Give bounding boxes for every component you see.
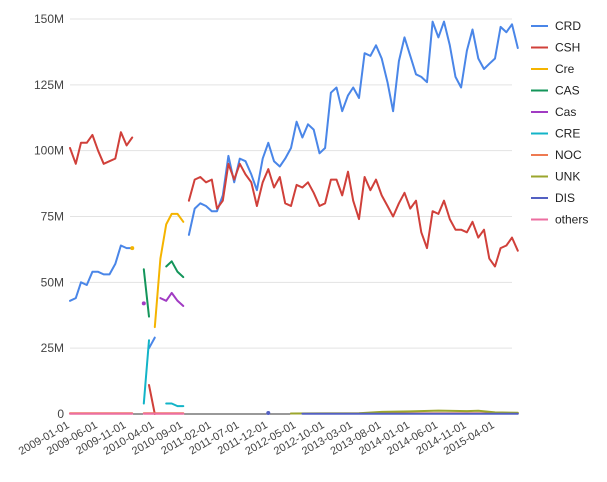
series-line <box>166 261 183 277</box>
x-axis-labels: 2009-01-012009-06-012009-11-012010-04-01… <box>17 419 497 458</box>
series-cre <box>144 340 184 406</box>
gridlines <box>70 19 512 414</box>
series-cre <box>130 214 183 327</box>
y-tick-label: 125M <box>34 78 64 92</box>
y-tick-label: 100M <box>34 144 64 158</box>
legend-item-unk[interactable]: UNK <box>531 170 580 184</box>
y-tick-label: 25M <box>41 341 64 355</box>
legend-label: CAS <box>555 84 580 98</box>
y-tick-label: 50M <box>41 275 64 289</box>
series-lines <box>70 22 518 415</box>
legend-label: UNK <box>555 170 580 184</box>
legend-label: CRE <box>555 127 580 141</box>
series-csh <box>70 132 518 414</box>
legend-item-cas[interactable]: CAS <box>531 84 580 98</box>
legend-item-crd[interactable]: CRD <box>531 19 581 33</box>
series-line <box>149 338 155 349</box>
series-point <box>266 411 270 415</box>
series-line <box>166 404 183 407</box>
series-line <box>144 340 149 403</box>
legend-label: CSH <box>555 41 580 55</box>
series-line <box>144 269 149 316</box>
series-line <box>149 385 155 414</box>
series-line <box>160 293 183 306</box>
y-tick-label: 75M <box>41 210 64 224</box>
legend-item-dis[interactable]: DIS <box>531 191 575 205</box>
series-point <box>130 246 134 250</box>
legend-item-cre[interactable]: CRE <box>531 127 580 141</box>
series-crd <box>70 22 518 349</box>
legend-item-noc[interactable]: NOC <box>531 148 582 162</box>
legend-label: DIS <box>555 191 575 205</box>
legend-item-cas[interactable]: Cas <box>531 105 576 119</box>
y-axis-labels: 0 25M 50M 75M 100M 125M 150M <box>34 12 64 421</box>
y-tick-label: 0 <box>57 407 64 421</box>
y-tick-label: 150M <box>34 12 64 26</box>
legend-label: Cre <box>555 62 575 76</box>
legend-label: Cas <box>555 105 576 119</box>
series-line <box>155 214 184 327</box>
series-line <box>189 164 518 267</box>
series-line <box>70 246 132 301</box>
series-line <box>70 132 132 164</box>
legend-item-others[interactable]: others <box>531 213 588 227</box>
series-point <box>142 301 146 305</box>
legend[interactable]: CRD CSH Cre CAS Cas CRE NOC UNK DIS others <box>531 19 588 227</box>
legend-item-cre[interactable]: Cre <box>531 62 575 76</box>
series-cas <box>144 261 184 316</box>
legend-item-csh[interactable]: CSH <box>531 41 580 55</box>
legend-label: CRD <box>555 19 581 33</box>
legend-label: others <box>555 213 588 227</box>
legend-label: NOC <box>555 148 582 162</box>
